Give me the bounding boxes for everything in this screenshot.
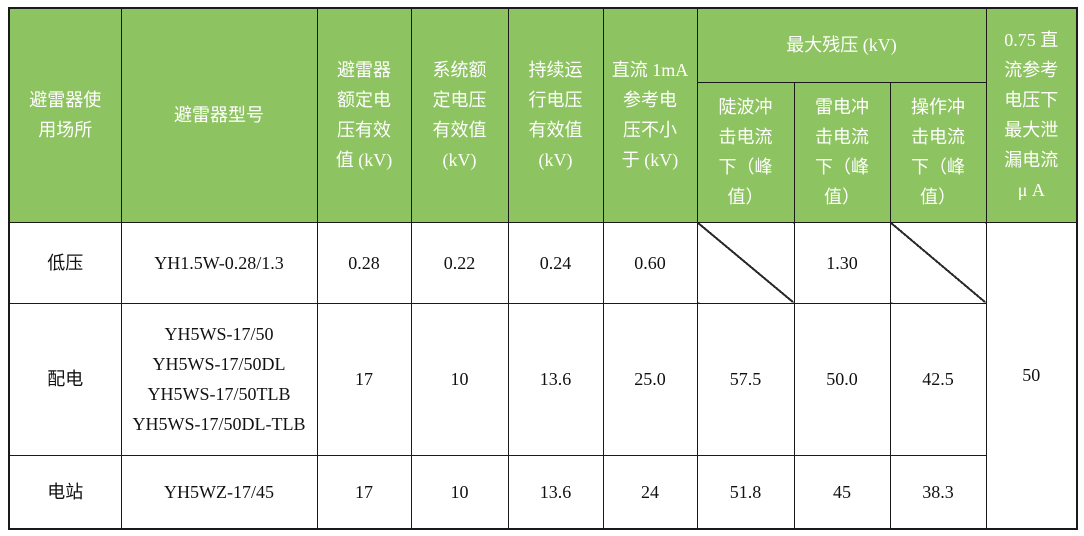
cell-location: 电站	[8, 454, 122, 530]
cell-location: 低压	[8, 221, 122, 304]
header-max-residual: 最大残压 (kV)	[696, 7, 987, 83]
cell-switching-diagonal-empty	[889, 221, 987, 304]
cell-steep: 51.8	[696, 454, 795, 530]
header-usage-location: 避雷器使 用场所	[8, 7, 122, 223]
cell-steep-diagonal-empty	[696, 221, 795, 304]
cell-dc: 25.0	[602, 302, 698, 456]
table-row-station: 电站 YH5WZ-17/45 17 10 13.6 24 51.8 45 38.…	[8, 454, 1077, 530]
cell-continuous: 0.24	[507, 221, 604, 304]
header-lightning-impulse: 雷电冲 击电流 下（峰 值）	[793, 81, 891, 223]
cell-leakage-merged: 50	[985, 221, 1078, 530]
header-leakage-current: 0.75 直 流参考 电压下 最大泄 漏电流 μ A	[985, 7, 1078, 223]
header-switching-impulse: 操作冲 击电流 下（峰 值）	[889, 81, 987, 223]
cell-dc: 0.60	[602, 221, 698, 304]
header-rated-voltage: 避雷器 额定电 压有效 值 (kV)	[316, 7, 412, 223]
cell-system: 10	[410, 302, 509, 456]
table-row-low-voltage: 低压 YH1.5W-0.28/1.3 0.28 0.22 0.24 0.60 1…	[8, 221, 1078, 530]
header-system-voltage: 系统额 定电压 有效值 (kV)	[410, 7, 509, 223]
arrester-parameters-table: 避雷器使 用场所 避雷器型号 避雷器 额定电 压有效 值 (kV) 系统额 定电…	[8, 7, 1079, 530]
cell-rated: 17	[316, 302, 412, 456]
cell-switching: 42.5	[889, 302, 987, 456]
cell-continuous: 13.6	[507, 454, 604, 530]
cell-model: YH1.5W-0.28/1.3	[120, 221, 318, 304]
cell-system: 0.22	[410, 221, 509, 304]
header-row-top: 避雷器使 用场所 避雷器型号 避雷器 额定电 压有效 值 (kV) 系统额 定电…	[8, 7, 1078, 223]
cell-system: 10	[410, 454, 509, 530]
table-body: 低压 YH1.5W-0.28/1.3 0.28 0.22 0.24 0.60 1…	[8, 221, 1078, 530]
cell-location: 配电	[8, 302, 122, 456]
header-model: 避雷器型号	[120, 7, 318, 223]
cell-model: YH5WZ-17/45	[120, 454, 318, 530]
cell-lightning: 45	[793, 454, 891, 530]
cell-lightning: 50.0	[793, 302, 891, 456]
cell-rated: 17	[316, 454, 412, 530]
header-continuous-voltage: 持续运 行电压 有效值 (kV)	[507, 7, 604, 223]
cell-model: YH5WS-17/50 YH5WS-17/50DL YH5WS-17/50TLB…	[120, 302, 318, 456]
cell-lightning: 1.30	[793, 221, 891, 304]
cell-continuous: 13.6	[507, 302, 604, 456]
header-dc-1ma-reference: 直流 1mA 参考电 压不小 于 (kV)	[602, 7, 698, 223]
cell-switching: 38.3	[889, 454, 987, 530]
table-row-distribution: 配电 YH5WS-17/50 YH5WS-17/50DL YH5WS-17/50…	[8, 302, 1077, 456]
header-steep-wave: 陡波冲 击电流 下（峰 值）	[696, 81, 795, 223]
cell-rated: 0.28	[316, 221, 412, 304]
cell-dc: 24	[602, 454, 698, 530]
header-row-sub: 陡波冲 击电流 下（峰 值） 雷电冲 击电流 下（峰 值） 操作冲 击电流 下（…	[9, 81, 1077, 223]
cell-steep: 57.5	[696, 302, 795, 456]
table-header: 避雷器使 用场所 避雷器型号 避雷器 额定电 压有效 值 (kV) 系统额 定电…	[8, 7, 1078, 223]
